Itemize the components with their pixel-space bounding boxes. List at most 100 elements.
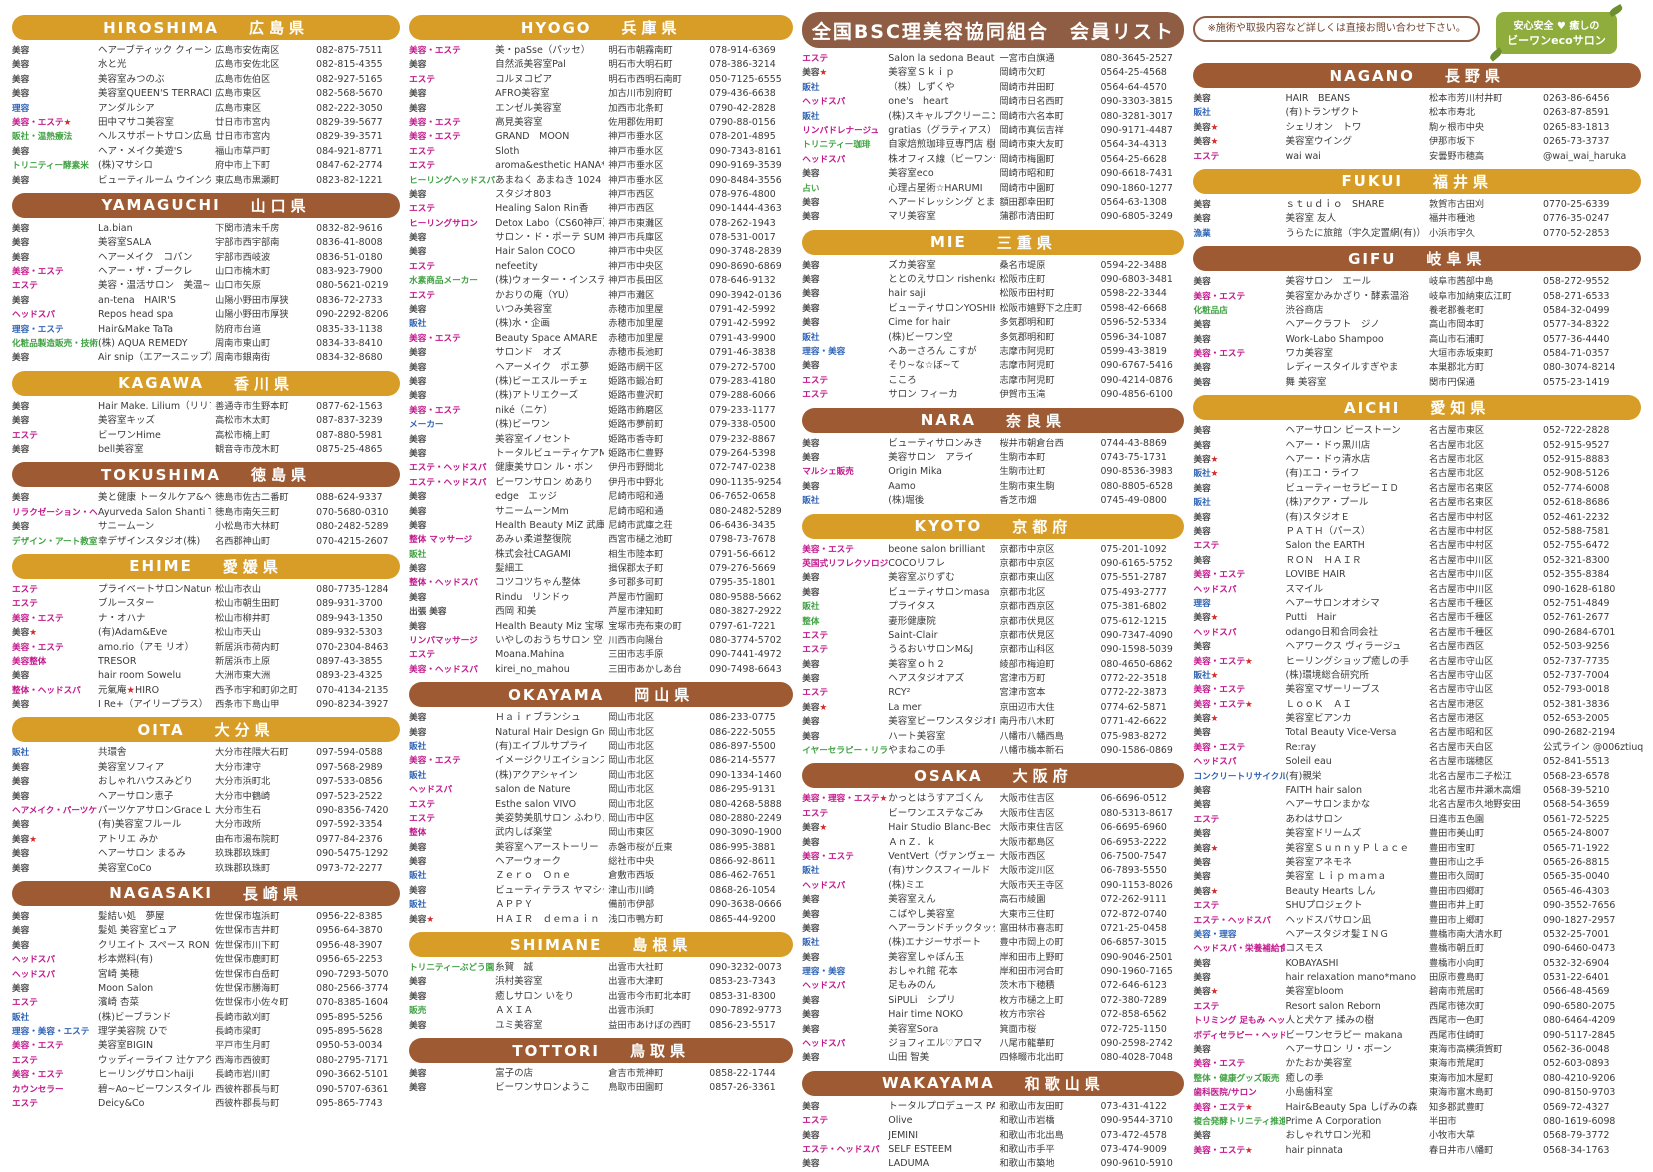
entry-city: 神戸市垂水区: [608, 160, 664, 172]
entry-salon-name: 美容サロン アライ: [888, 451, 974, 463]
entry-salon-name: ビューティサロンYOSHIKO: [888, 302, 996, 314]
entry-category: 美容: [12, 89, 30, 100]
entry-row: 美容・理容・エステ★ かっとはうすアゴくん 大阪市住吉区 06-6696-0512: [802, 792, 1184, 806]
entry-phone: 06-6695-6960: [1100, 822, 1167, 834]
section-header-wakayama: WAKAYAMA 和歌山県: [802, 1070, 1185, 1096]
entry-phone: 090-6803-3481: [1100, 274, 1173, 286]
entry-salon-name: レディースタイルすぎやま: [1285, 362, 1399, 374]
entry-salon-name: ＡＸＩＡ: [495, 1005, 534, 1017]
entry-salon-name: (有)Adam&Eve: [98, 627, 168, 639]
star-icon: ★: [879, 794, 888, 805]
entry-city: 赤磐市桜が丘東: [608, 841, 673, 853]
entry-salon-name: 美容室えん: [888, 894, 936, 906]
entry-salon-name: 元氣庵★HIRO: [98, 684, 160, 696]
entry-phone: 0565-24-8007: [1543, 828, 1610, 840]
entry-salon-name: 浜村美容室: [495, 976, 543, 988]
entry-row: 整体・ヘッドスパ 元氣庵★HIRO 西予市宇和町卯之町 070-4134-2135: [12, 684, 400, 698]
entry-row: 美容 ヘアーブティック クィーン 広島市安佐南区 082-875-7511: [12, 44, 400, 58]
entry-phone: 080-3645-2527: [1100, 53, 1173, 64]
entry-phone: 090-3303-3815: [1100, 96, 1173, 108]
entry-row: 美容・エステ ナ・オハナ 松山市柳井町 089-943-1350: [12, 612, 400, 626]
entry-row: 整体・健康グッズ販売 癒しの季 東海市加木屋町 080-4210-9206: [1193, 1072, 1641, 1086]
entry-row: 美容 ＰＡＴＨ（パース） 名古屋市中村区 052-588-7581: [1193, 525, 1641, 539]
entry-category: 美容: [1193, 512, 1211, 523]
entry-phone: 0565-26-8815: [1543, 856, 1610, 868]
entry-salon-name: (有)エコ・ライフ: [1285, 468, 1360, 480]
entry-city: 備前市伊部: [608, 899, 655, 911]
entry-phone: 078-646-9132: [709, 275, 776, 287]
entry-row: 美容 トータルビューティケアMASUI姫路市仁豊野 079-264-5398: [409, 447, 793, 461]
entry-row: エステ うるおいサロンM&J 京都市山科区 090-1598-5039: [802, 643, 1184, 657]
entry-city: 小浜市宇久: [1429, 227, 1475, 239]
entry-salon-name: 舞 美容室: [1285, 376, 1327, 388]
entry-phone: 072-858-6562: [1100, 1009, 1167, 1021]
entry-city: 北名古屋市二子松江: [1429, 770, 1512, 782]
entry-salon-name: 西岡 和美: [495, 606, 537, 618]
entry-phone: 090-2684-6701: [1543, 626, 1616, 638]
entry-row: 販社・温熱療法 ヘルスサポートサロン広島 廿日市市宮内 0829-39-3571: [12, 130, 400, 144]
entry-salon-name: ビーワンHime: [98, 429, 161, 441]
entry-row: 販社★ (有)エコ・ライフ 名古屋市北区 052-908-5126: [1193, 467, 1641, 481]
entry-row: 美容 FAITH hair salon 北名古屋市井瀬木高畑 0568-39-5210: [1193, 784, 1641, 798]
entry-salon-name: 美容・温活サロン 美温~Bion~: [98, 280, 211, 292]
entry-row: 美容 ヘアークラフト ジノ 高山市岡本町 0577-34-8322: [1193, 318, 1641, 332]
entry-city: 桜井市朝倉台西: [999, 437, 1064, 449]
entry-salon-name: (株)ビーブランド: [98, 1011, 172, 1023]
entry-phone: 0868-26-1054: [709, 884, 776, 896]
entry-phone: 0950-53-0034: [316, 1040, 383, 1052]
entry-row: エステ Olive 和歌山市岩橋 090-9544-3710: [802, 1114, 1184, 1128]
entry-category: 美容: [1193, 958, 1211, 969]
entry-salon-name: おしゃれハウスみどり: [98, 776, 194, 788]
entry-category: 美容: [1193, 555, 1211, 566]
entry-city: 出雲市浜町: [608, 1005, 655, 1017]
entry-row: 美容・エステ★ hair pinnata 春日井市八幡町 0568-34-1763: [1193, 1144, 1641, 1158]
entry-row: ボディセラピー・ヘッドスパビーワンセラピー makana 西尾市住崎町 090-51…: [1193, 1029, 1641, 1043]
entry-row: 美容 美容室ソフィア 大分市津守 097-568-2989: [12, 761, 400, 775]
section-name-en: FUKUI: [1341, 172, 1403, 191]
entry-row: エステ Sloth 神戸市垂水区 090-7343-8161: [409, 145, 793, 159]
entry-phone: 0791-43-9900: [709, 332, 776, 344]
entry-phone: 058-271-6533: [1543, 290, 1610, 302]
entry-row: 美容 ビューティルーム ウイング 東広島市黒瀬町 0823-82-1221: [12, 174, 400, 188]
entry-city: 名古屋市守山区: [1429, 669, 1494, 681]
entry-salon-name: Resort salon Reborn: [1285, 1000, 1381, 1012]
entry-phone: 075-201-1092: [1100, 543, 1167, 555]
entry-row: 美容 LADUMA 和歌山市築地 090-9610-5910: [802, 1157, 1184, 1171]
entry-salon-name: (株)水・企画: [495, 318, 551, 330]
entry-row: トリニティー珈琲 自家焙煎珈琲豆専門店 樹の香岡崎市東大友町 0564-34-431…: [802, 138, 1184, 152]
entry-category: 販社: [802, 938, 820, 949]
entry-salon-name: (株) AQUA REMEDY: [98, 338, 188, 350]
entry-category: 美容: [409, 885, 427, 896]
entry-city: 徳島市南矢三町: [215, 506, 280, 518]
entry-phone: 072-872-0740: [1100, 908, 1167, 920]
entry-category: 美容・エステ★: [1193, 1102, 1253, 1113]
entry-row: エステ 美姿勢美肌サロン ふわりん 岡山市中区 080-2880-2249: [409, 812, 793, 826]
entry-row: 理容 アンダルシア 広島市東区 082-222-3050: [12, 102, 400, 116]
entry-city: 枚方市宗谷: [999, 1009, 1046, 1021]
entry-city: 大阪市都島区: [999, 836, 1055, 848]
star-icon: ★: [1210, 455, 1219, 466]
entry-salon-name: 美容室CoCo: [98, 862, 152, 874]
entry-phone: 0568-39-5210: [1543, 785, 1610, 797]
entry-row: 美容 美容室SALA 宇部市西宇部南 0836-41-8008: [12, 236, 400, 250]
entry-salon-name: 幸デザインスタジオ(株): [98, 535, 201, 547]
entry-phone: 080-5621-0219: [316, 280, 389, 292]
star-icon: ★: [1245, 1102, 1253, 1113]
entry-row: エステ aroma&esthetic HANA* 神戸市垂水区 090-9169-35…: [409, 159, 793, 173]
entry-city: 岸和田市河合町: [999, 966, 1064, 978]
entry-category: 美容: [1193, 728, 1211, 739]
entry-phone: 079-232-8867: [709, 433, 776, 445]
entry-category: 美容: [409, 305, 427, 316]
entry-category: 美容・エステ: [12, 267, 64, 278]
entry-salon-name: 武内しば楽堂: [495, 827, 553, 839]
entry-salon-name: edge エッジ: [495, 491, 557, 503]
entry-city: 揖保郡太子町: [608, 563, 664, 575]
entry-salon-name: ビーワンサロンようこ: [495, 1082, 591, 1094]
entry-city: 箕面市桜: [999, 1023, 1037, 1035]
entry-salon-name: 美容室みつのぶ: [98, 73, 165, 85]
entry-row: 美容 美容室イノセント 姫路市香寺町 079-232-8867: [409, 433, 793, 447]
entry-row: 美容 I Re+（アイリープラス） 西条市下島山甲 090-8234-3927: [12, 698, 400, 712]
entry-city: 名古屋市西区: [1429, 641, 1485, 653]
section-name-jp: 岐阜県: [1426, 250, 1487, 269]
entry-category: 美容: [1193, 334, 1211, 345]
